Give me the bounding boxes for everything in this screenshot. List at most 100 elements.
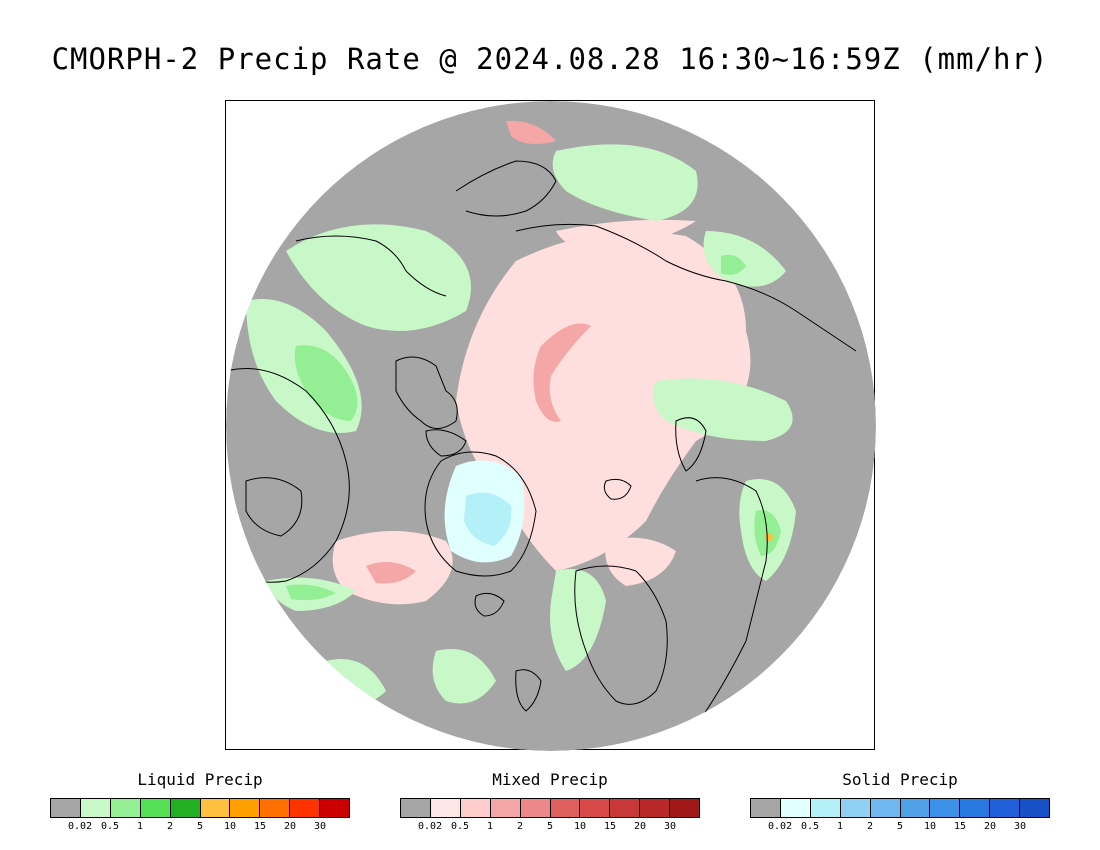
- legend-swatch: [290, 799, 321, 817]
- legend-tick-label: 15: [253, 821, 267, 832]
- legend-swatch: [430, 799, 461, 817]
- legend-swatch: [990, 799, 1021, 817]
- legend-mixed: Mixed Precip 0.02 0.5 1 2 5 10 15 20 30: [400, 770, 700, 835]
- legend-swatch: [930, 799, 961, 817]
- legend-mixed-swatches: [400, 798, 700, 818]
- legend-swatch: [810, 799, 841, 817]
- hudson-bay-coastline: [245, 477, 303, 537]
- legend-solid-swatches: [750, 798, 1050, 818]
- solid-precip-region: [464, 492, 512, 546]
- legend-tick-label: 20: [983, 821, 997, 832]
- canadian-archipelago-coastline: [395, 356, 458, 429]
- mixed-precip-region: [456, 231, 751, 571]
- legend-tick-label: 10: [923, 821, 937, 832]
- legend-tick-label: 0.02: [417, 821, 443, 832]
- liquid-precip-region: [286, 584, 336, 601]
- legend-tick-label: 2: [166, 821, 174, 832]
- chukotka-coastline: [455, 160, 557, 217]
- mixed-precip-region: [605, 537, 676, 586]
- legend-swatch: [320, 799, 350, 817]
- legend-swatch: [401, 799, 431, 817]
- legend-tick-label: 5: [546, 821, 554, 832]
- legend-liquid-swatches: [50, 798, 350, 818]
- legend-tick-label: 0.5: [450, 821, 470, 832]
- siberia-coastline: [515, 223, 857, 352]
- legend-swatch: [110, 799, 141, 817]
- coastlines: [226, 160, 857, 751]
- legend-swatch: [960, 799, 991, 817]
- legend-swatch: [610, 799, 641, 817]
- legend-solid: Solid Precip 0.02 0.5 1 2 5 10 15 20 30: [750, 770, 1050, 835]
- legend-tick-label: 10: [223, 821, 237, 832]
- legend-swatch: [580, 799, 611, 817]
- liquid-precip-region: [754, 510, 781, 556]
- legend-swatch: [490, 799, 521, 817]
- greenland-coastline: [424, 451, 537, 577]
- legend-liquid: Liquid Precip 0.02 0.5 1 2 5 10 15 20 30: [50, 770, 350, 835]
- legend-liquid-ticks: 0.02 0.5 1 2 5 10 15 20 30: [50, 821, 350, 835]
- liquid-precip-region: [432, 649, 496, 704]
- legend-swatch: [640, 799, 671, 817]
- north-america-coastline: [226, 368, 350, 583]
- legend-solid-title: Solid Precip: [842, 770, 958, 789]
- polar-map: [225, 100, 876, 751]
- liquid-precip-region: [765, 533, 773, 541]
- legend-swatch: [260, 799, 291, 817]
- legend-tick-label: 2: [866, 821, 874, 832]
- legend-swatch: [230, 799, 261, 817]
- legend-tick-label: 0.5: [800, 821, 820, 832]
- legend-liquid-title: Liquid Precip: [137, 770, 263, 789]
- liquid-precip-region: [550, 569, 606, 671]
- british-isles-coastline: [515, 669, 542, 712]
- legend-mixed-ticks: 0.02 0.5 1 2 5 10 15 20 30: [400, 821, 700, 835]
- mixed-precip-region: [556, 219, 696, 251]
- legend-solid-ticks: 0.02 0.5 1 2 5 10 15 20 30: [750, 821, 1050, 835]
- alaska-coastline: [295, 235, 447, 297]
- legend-swatch: [200, 799, 231, 817]
- mixed-precip-region: [506, 120, 556, 145]
- liquid-precip-region: [721, 254, 746, 275]
- legend-swatch: [751, 799, 781, 817]
- legend-tick-label: 0.02: [767, 821, 793, 832]
- legend-tick-label: 5: [896, 821, 904, 832]
- legend-swatch: [520, 799, 551, 817]
- legend-tick-label: 20: [633, 821, 647, 832]
- legend-tick-label: 0.5: [100, 821, 120, 832]
- legend-tick-label: 15: [953, 821, 967, 832]
- legend-tick-label: 1: [136, 821, 144, 832]
- legend-swatch: [460, 799, 491, 817]
- legend-tick-label: 2: [516, 821, 524, 832]
- iceland-coastline: [474, 592, 505, 617]
- liquid-precip-region: [652, 378, 793, 441]
- liquid-precip-region: [294, 345, 358, 421]
- canadian-archipelago-coastline: [425, 429, 467, 457]
- legend-swatch: [170, 799, 201, 817]
- legend-swatch: [670, 799, 700, 817]
- legend-swatch: [550, 799, 581, 817]
- legend-tick-label: 0.02: [67, 821, 93, 832]
- legend-tick-label: 1: [486, 821, 494, 832]
- legend-swatch: [780, 799, 811, 817]
- legend-swatch: [51, 799, 81, 817]
- mixed-precip-region: [533, 323, 591, 422]
- legend-mixed-title: Mixed Precip: [492, 770, 608, 789]
- legend-tick-label: 15: [603, 821, 617, 832]
- liquid-precip-region: [286, 224, 471, 331]
- scandinavia-coastline: [574, 565, 668, 705]
- legend-tick-label: 30: [313, 821, 327, 832]
- legend-tick-label: 20: [283, 821, 297, 832]
- russia-coastline: [675, 477, 768, 751]
- polar-map-svg: [226, 101, 876, 751]
- legend-tick-label: 30: [1013, 821, 1027, 832]
- mixed-precip-region: [366, 562, 416, 584]
- legend-tick-label: 30: [663, 821, 677, 832]
- chart-title: CMORPH-2 Precip Rate @ 2024.08.28 16:30~…: [51, 42, 1049, 76]
- legend-swatch: [140, 799, 171, 817]
- legend-swatch: [1020, 799, 1050, 817]
- svalbard-coastline: [603, 478, 632, 500]
- legend-tick-label: 1: [836, 821, 844, 832]
- legend-tick-label: 10: [573, 821, 587, 832]
- legend-swatch: [840, 799, 871, 817]
- novaya-zemlya-coastline: [675, 417, 707, 472]
- legend-tick-label: 5: [196, 821, 204, 832]
